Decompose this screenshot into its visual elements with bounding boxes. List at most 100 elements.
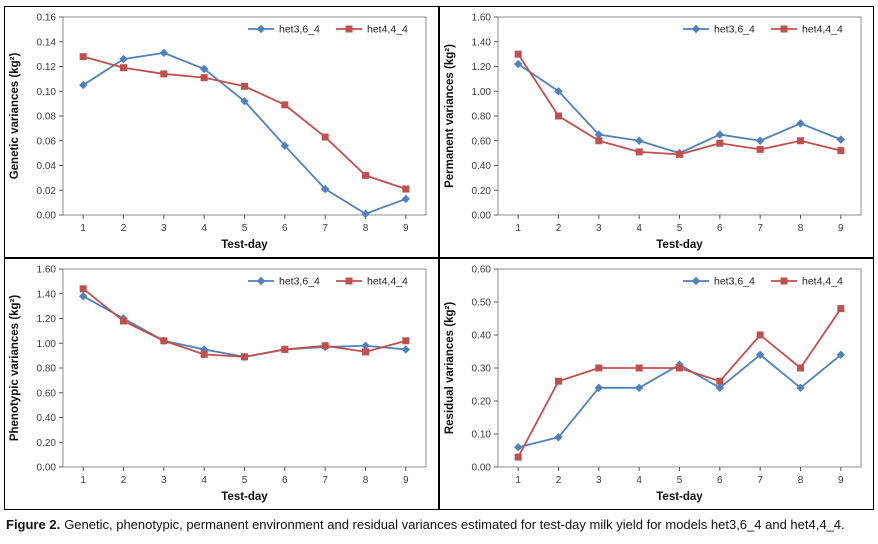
diamond-marker bbox=[320, 184, 330, 194]
y-tick-label: 0.04 bbox=[37, 161, 57, 172]
x-tick-label: 9 bbox=[838, 223, 844, 234]
x-tick-label: 7 bbox=[322, 223, 328, 234]
square-marker bbox=[79, 285, 87, 293]
x-tick-label: 9 bbox=[838, 475, 844, 486]
square-marker bbox=[555, 377, 562, 385]
y-tick-label: 0.08 bbox=[37, 112, 57, 123]
x-tick-label: 2 bbox=[121, 475, 127, 486]
x-tick-label: 7 bbox=[322, 475, 328, 486]
y-tick-label: 0.20 bbox=[472, 186, 492, 197]
y-axis-title: Permanent variances (kg²) bbox=[444, 44, 456, 188]
legend-label: het4,4_4 bbox=[802, 276, 843, 288]
legend-label: het4,4_4 bbox=[367, 24, 408, 36]
square-marker bbox=[514, 50, 522, 58]
square-marker bbox=[120, 64, 127, 72]
legend-label: het3,6_4 bbox=[279, 24, 320, 36]
y-tick-label: 0.02 bbox=[37, 186, 57, 197]
x-tick-label: 2 bbox=[121, 223, 127, 234]
x-tick-label: 7 bbox=[757, 223, 763, 234]
square-marker bbox=[555, 112, 562, 120]
square-marker bbox=[200, 74, 208, 82]
x-tick-label: 6 bbox=[717, 475, 723, 486]
diamond-marker bbox=[361, 209, 370, 218]
y-tick-label: 0.00 bbox=[37, 463, 57, 474]
square-marker bbox=[676, 150, 683, 158]
x-tick-label: 4 bbox=[636, 475, 642, 486]
diamond-marker bbox=[159, 48, 169, 58]
phenotypic-variances-chart: 0.00 0.20 0.40 0.60 0.80 1.00 1.20 1.40 1.60 1 2 3 4… bbox=[9, 265, 427, 503]
y-axis-title: Residual variances (kg²) bbox=[444, 302, 456, 434]
square-marker bbox=[402, 185, 410, 193]
legend-label: het4,4_4 bbox=[802, 24, 843, 36]
diamond-marker bbox=[634, 136, 644, 145]
y-tick-label: 0.30 bbox=[472, 364, 492, 375]
y-tick-label: 1.40 bbox=[472, 37, 492, 48]
plot-area-border bbox=[62, 268, 427, 468]
square-marker bbox=[676, 364, 683, 372]
diamond-marker bbox=[401, 345, 411, 354]
y-tick-label: 0.60 bbox=[37, 388, 57, 399]
y-tick-label: 1.20 bbox=[472, 62, 492, 73]
square-marker bbox=[837, 305, 845, 313]
diamond-marker bbox=[755, 136, 765, 145]
y-tick-label: 0.12 bbox=[37, 62, 57, 73]
y-tick-label: 1.60 bbox=[37, 265, 57, 276]
diamond-marker bbox=[554, 87, 563, 96]
series-line-square bbox=[517, 53, 842, 156]
x-axis-title: Test-day bbox=[656, 491, 703, 503]
series-line-square bbox=[82, 55, 407, 190]
legend-diamond-marker bbox=[256, 24, 266, 34]
square-marker bbox=[797, 364, 804, 372]
y-tick-label: 0.60 bbox=[472, 265, 492, 276]
legend-square-marker bbox=[780, 277, 788, 285]
x-tick-label: 3 bbox=[161, 223, 167, 234]
square-marker bbox=[797, 137, 804, 145]
y-tick-label: 0.16 bbox=[37, 13, 57, 24]
x-tick-label: 5 bbox=[242, 475, 248, 486]
x-tick-label: 1 bbox=[80, 475, 86, 486]
x-tick-label: 4 bbox=[636, 223, 642, 234]
plot-area-border bbox=[497, 16, 862, 216]
y-tick-label: 0.06 bbox=[37, 136, 57, 147]
x-axis-title: Test-day bbox=[221, 239, 268, 251]
y-axis-title: Genetic variances (kg²) bbox=[9, 53, 21, 180]
legend-square-marker bbox=[345, 25, 353, 33]
x-tick-label: 6 bbox=[717, 223, 723, 234]
x-axis-title: Test-day bbox=[656, 239, 703, 251]
square-marker bbox=[79, 53, 87, 61]
legend-label: het3,6_4 bbox=[714, 276, 755, 288]
y-tick-label: 0.20 bbox=[37, 438, 57, 449]
x-tick-label: 8 bbox=[363, 475, 369, 486]
x-tick-label: 8 bbox=[363, 223, 369, 234]
y-tick-label: 1.60 bbox=[472, 13, 492, 24]
square-marker bbox=[514, 453, 522, 461]
diamond-marker bbox=[119, 54, 128, 64]
square-marker bbox=[837, 147, 845, 155]
y-tick-label: 0.60 bbox=[472, 136, 492, 147]
chart-grid: 0.00 0.02 0.04 0.06 0.08 0.10 0.12 0.14 0.16 1 2 3 4… bbox=[4, 6, 874, 510]
x-axis-title: Test-day bbox=[221, 491, 268, 503]
x-tick-label: 6 bbox=[282, 223, 288, 234]
genetic-variances-chart: 0.00 0.02 0.04 0.06 0.08 0.10 0.12 0.14 0.16 1 2 3 4… bbox=[9, 13, 427, 251]
x-tick-label: 5 bbox=[677, 475, 683, 486]
y-tick-label: 0.40 bbox=[37, 413, 57, 424]
series-line-diamond bbox=[82, 51, 407, 215]
square-marker bbox=[716, 377, 724, 385]
series-line-square bbox=[517, 308, 842, 458]
y-tick-label: 0.20 bbox=[472, 397, 492, 408]
legend-square-marker bbox=[780, 25, 788, 33]
legend-square-marker bbox=[345, 277, 353, 285]
diamond-marker bbox=[78, 80, 88, 90]
square-marker bbox=[716, 139, 724, 147]
diamond-marker bbox=[199, 64, 209, 74]
series-line-diamond bbox=[82, 295, 406, 358]
y-tick-label: 1.00 bbox=[37, 339, 57, 350]
square-marker bbox=[160, 337, 168, 345]
x-tick-label: 1 bbox=[515, 223, 521, 234]
diamond-marker bbox=[554, 433, 563, 442]
y-axis-title: Phenotypic variances (kg²) bbox=[9, 295, 21, 442]
y-tick-label: 0.50 bbox=[472, 298, 492, 309]
y-tick-label: 0.00 bbox=[472, 463, 492, 474]
panel-genetic-variances: 0.00 0.02 0.04 0.06 0.08 0.10 0.12 0.14 0.16 1 2 3 4… bbox=[4, 6, 439, 258]
